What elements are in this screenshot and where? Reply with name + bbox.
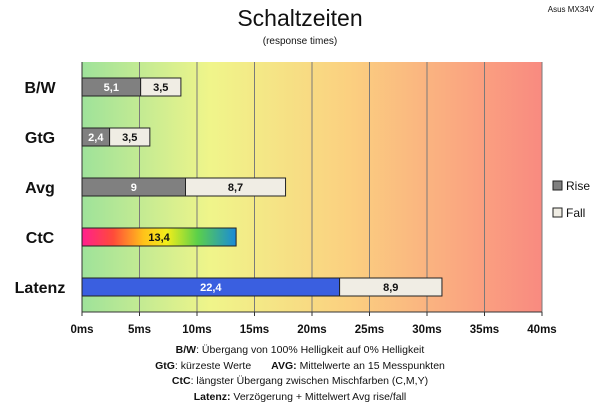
note-ctc-text: : längster Übergang zwischen Mischfarben… <box>190 375 429 387</box>
note-gtg-avg: GtG: kürzeste Werte AVG: Mittelwerte an 1… <box>0 359 600 375</box>
legend: Rise Fall <box>552 179 590 220</box>
legend-label-fall: Fall <box>566 206 585 220</box>
response-time-chart: 0ms 5ms 10ms 15ms 20ms 25ms 30ms 35ms 40ms B/W Gt… <box>15 62 590 336</box>
gridlines <box>139 62 543 312</box>
bar-fall <box>185 177 287 197</box>
data-label-rise: 13,4 <box>148 232 170 244</box>
category-label: B/W <box>24 80 56 97</box>
x-axis: 0ms 5ms 10ms 15ms 20ms 25ms 30ms 35ms 40ms <box>70 62 557 336</box>
data-label-fall: 8,7 <box>228 182 243 194</box>
note-latenz: Latenz: Verzögerung + Mittelwert Avg ris… <box>0 390 600 406</box>
note-avg-key: AVG: <box>271 359 297 372</box>
x-tick-label: 0ms <box>70 324 93 336</box>
data-label-fall: 8,9 <box>383 282 398 294</box>
bar-rise <box>81 227 237 247</box>
note-bw: B/W: Übergang von 100% Helligkeit auf 0%… <box>0 343 600 359</box>
note-gtg-text: : kürzeste Werte <box>174 359 252 372</box>
data-label-rise: 5,1 <box>104 82 119 94</box>
x-tick-label: 15ms <box>240 324 269 336</box>
x-tick-label: 40ms <box>527 324 556 336</box>
note-ctc: CtC: längster Übergang zwischen Mischfar… <box>0 374 600 390</box>
legend-swatch-rise <box>552 180 563 191</box>
note-bw-text: : Übergang von 100% Helligkeit auf 0% He… <box>196 344 425 356</box>
category-labels: B/W GtG Avg CtC Latenz <box>15 80 66 297</box>
x-tick-label: 25ms <box>355 324 384 336</box>
monitor-model-label: Asus MX34V <box>547 5 594 14</box>
note-gtg-key: GtG <box>155 359 175 372</box>
bar-fall <box>140 77 182 97</box>
chart-subtitle: (response times) <box>262 36 338 47</box>
category-label: CtC <box>26 230 55 247</box>
category-label: GtG <box>25 130 55 147</box>
bar-fall <box>339 277 443 297</box>
bars: 5,1 3,5 2,4 3,5 9 8,7 13,4 22,4 8,9 <box>81 77 443 297</box>
data-label-rise: 22,4 <box>200 282 222 294</box>
legend-label-rise: Rise <box>566 179 590 193</box>
note-ctc-key: CtC <box>171 375 191 387</box>
x-tick-label: 35ms <box>470 324 499 336</box>
data-label-rise: 9 <box>131 182 137 194</box>
data-label-fall: 3,5 <box>122 132 137 144</box>
note-latenz-text: Verzögerung + Mittelwert Avg rise/fall <box>230 390 407 403</box>
data-label-rise: 2,4 <box>88 132 104 144</box>
chart-title: Schaltzeiten <box>237 5 363 31</box>
category-label: Avg <box>25 180 55 197</box>
note-latenz-key: Latenz: <box>193 390 231 403</box>
legend-swatch-fall <box>552 207 563 218</box>
x-tick-label: 10ms <box>182 324 211 336</box>
note-avg-text: Mittelwerte an 15 Messpunkten <box>296 359 445 372</box>
note-bw-key: B/W <box>175 344 197 356</box>
chart-notes: B/W: Übergang von 100% Helligkeit auf 0%… <box>0 343 600 405</box>
bar-fall <box>109 127 151 147</box>
category-label: Latenz <box>15 280 66 297</box>
x-tick-label: 20ms <box>297 324 326 336</box>
data-label-fall: 3,5 <box>153 82 168 94</box>
x-tick-label: 30ms <box>412 324 441 336</box>
x-tick-label: 5ms <box>128 324 151 336</box>
